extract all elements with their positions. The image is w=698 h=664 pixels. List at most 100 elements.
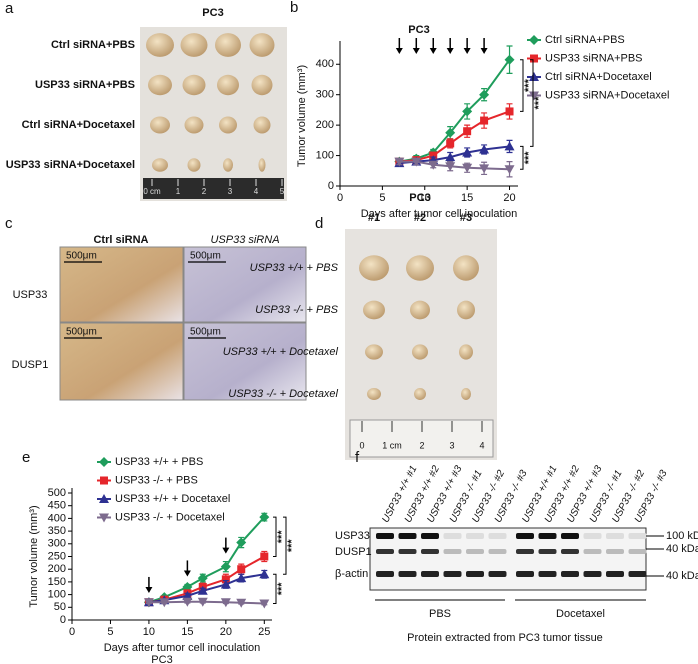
tumor bbox=[412, 344, 428, 360]
x-tick-label: 0 bbox=[337, 192, 343, 204]
band bbox=[606, 549, 624, 554]
significance-label: *** bbox=[276, 530, 288, 544]
marker bbox=[446, 139, 455, 148]
marker bbox=[197, 573, 208, 584]
band-label: β-actin bbox=[335, 568, 368, 580]
column-label: #3 bbox=[460, 212, 472, 224]
ruler-label: 4 bbox=[479, 440, 484, 450]
tumor bbox=[367, 388, 381, 400]
marker bbox=[445, 152, 456, 162]
legend-marker bbox=[99, 494, 109, 503]
ruler-label: 2 bbox=[419, 440, 424, 450]
scale-bar-label: 500μm bbox=[66, 327, 97, 338]
marker bbox=[445, 162, 456, 172]
significance-label: *** bbox=[276, 582, 288, 596]
arrow-head bbox=[446, 48, 454, 54]
row-label: Ctrl siRNA+PBS bbox=[51, 39, 135, 51]
ruler-label: 4 bbox=[254, 187, 259, 196]
x-tick-label: 25 bbox=[258, 626, 270, 638]
tumor bbox=[215, 33, 241, 57]
band bbox=[376, 549, 394, 554]
legend-marker bbox=[529, 35, 539, 45]
significance-bracket bbox=[273, 516, 277, 557]
y-tick-label: 300 bbox=[316, 89, 334, 101]
y-tick-label: 100 bbox=[48, 589, 66, 601]
band-label: DUSP1 bbox=[335, 546, 372, 558]
row-label: DUSP1 bbox=[12, 359, 49, 371]
legend-marker bbox=[100, 476, 108, 485]
tumor bbox=[150, 116, 170, 134]
blot-bands bbox=[376, 533, 647, 577]
y-tick-label: 500 bbox=[48, 487, 66, 499]
x-tick-label: 20 bbox=[220, 626, 232, 638]
marker bbox=[236, 537, 247, 548]
band bbox=[628, 533, 647, 539]
marker bbox=[159, 598, 170, 608]
ruler-label: 1 cm bbox=[382, 440, 402, 450]
significance-label: *** bbox=[533, 96, 545, 110]
band bbox=[561, 549, 579, 554]
band bbox=[443, 533, 462, 539]
tumor bbox=[217, 74, 239, 96]
y-tick-label: 300 bbox=[48, 538, 66, 550]
x-tick-label: 20 bbox=[503, 192, 515, 204]
x-axis-title: Days after tumor cell inoculation bbox=[104, 642, 261, 654]
ruler-label: 3 bbox=[228, 187, 233, 196]
marker-label: 100 kDa bbox=[666, 530, 698, 542]
tumor bbox=[258, 158, 266, 172]
marker bbox=[143, 598, 154, 608]
ruler-label: 0 bbox=[359, 440, 364, 450]
row-label: USP33 siRNA+PBS bbox=[35, 79, 135, 91]
row-label: USP33 -/- + PBS bbox=[255, 304, 339, 316]
arrow-head bbox=[429, 48, 437, 54]
tumor bbox=[459, 344, 473, 360]
marker bbox=[236, 598, 247, 608]
marker bbox=[182, 597, 193, 607]
x-tick-label: 15 bbox=[461, 192, 473, 204]
marker bbox=[236, 573, 247, 583]
band bbox=[583, 533, 602, 539]
tumor bbox=[453, 255, 479, 281]
band bbox=[443, 571, 462, 577]
ruler-label: 5 bbox=[280, 187, 285, 196]
tumor bbox=[414, 388, 426, 400]
marker bbox=[220, 561, 231, 572]
tumor bbox=[187, 158, 201, 172]
significance-label: *** bbox=[523, 151, 535, 165]
scale-bar-label: 500μm bbox=[190, 327, 221, 338]
band bbox=[488, 549, 507, 554]
significance-bracket bbox=[520, 145, 524, 170]
row-label: USP33 +/+ + PBS bbox=[250, 262, 339, 274]
tumor bbox=[146, 33, 174, 57]
band bbox=[376, 571, 394, 577]
band bbox=[628, 571, 647, 577]
band bbox=[538, 571, 557, 577]
legend-label: USP33 siRNA+PBS bbox=[545, 52, 643, 64]
band bbox=[516, 571, 534, 577]
legend-label: USP33 siRNA+Docetaxel bbox=[545, 89, 669, 101]
marker bbox=[259, 599, 270, 609]
panel-label: e bbox=[22, 449, 30, 466]
marker bbox=[197, 585, 208, 595]
legend-marker bbox=[529, 91, 539, 101]
tumor bbox=[180, 33, 208, 57]
significance-label: *** bbox=[523, 78, 535, 92]
column-label: Ctrl siRNA bbox=[93, 234, 148, 246]
tumors bbox=[146, 33, 275, 172]
band bbox=[376, 533, 394, 539]
marker-label: 40 kDa bbox=[666, 543, 698, 555]
tumor bbox=[152, 158, 168, 172]
row-label: USP33 -/- + Docetaxel bbox=[228, 388, 338, 400]
tumor bbox=[219, 116, 237, 134]
marker bbox=[221, 575, 230, 584]
marker bbox=[462, 106, 473, 117]
y-tick-label: 50 bbox=[54, 601, 66, 613]
y-tick-label: 100 bbox=[316, 149, 334, 161]
tumor bbox=[359, 255, 389, 281]
band bbox=[488, 533, 507, 539]
band bbox=[538, 533, 557, 539]
band bbox=[628, 549, 647, 554]
band bbox=[421, 571, 439, 577]
panel-label: b bbox=[290, 0, 298, 16]
